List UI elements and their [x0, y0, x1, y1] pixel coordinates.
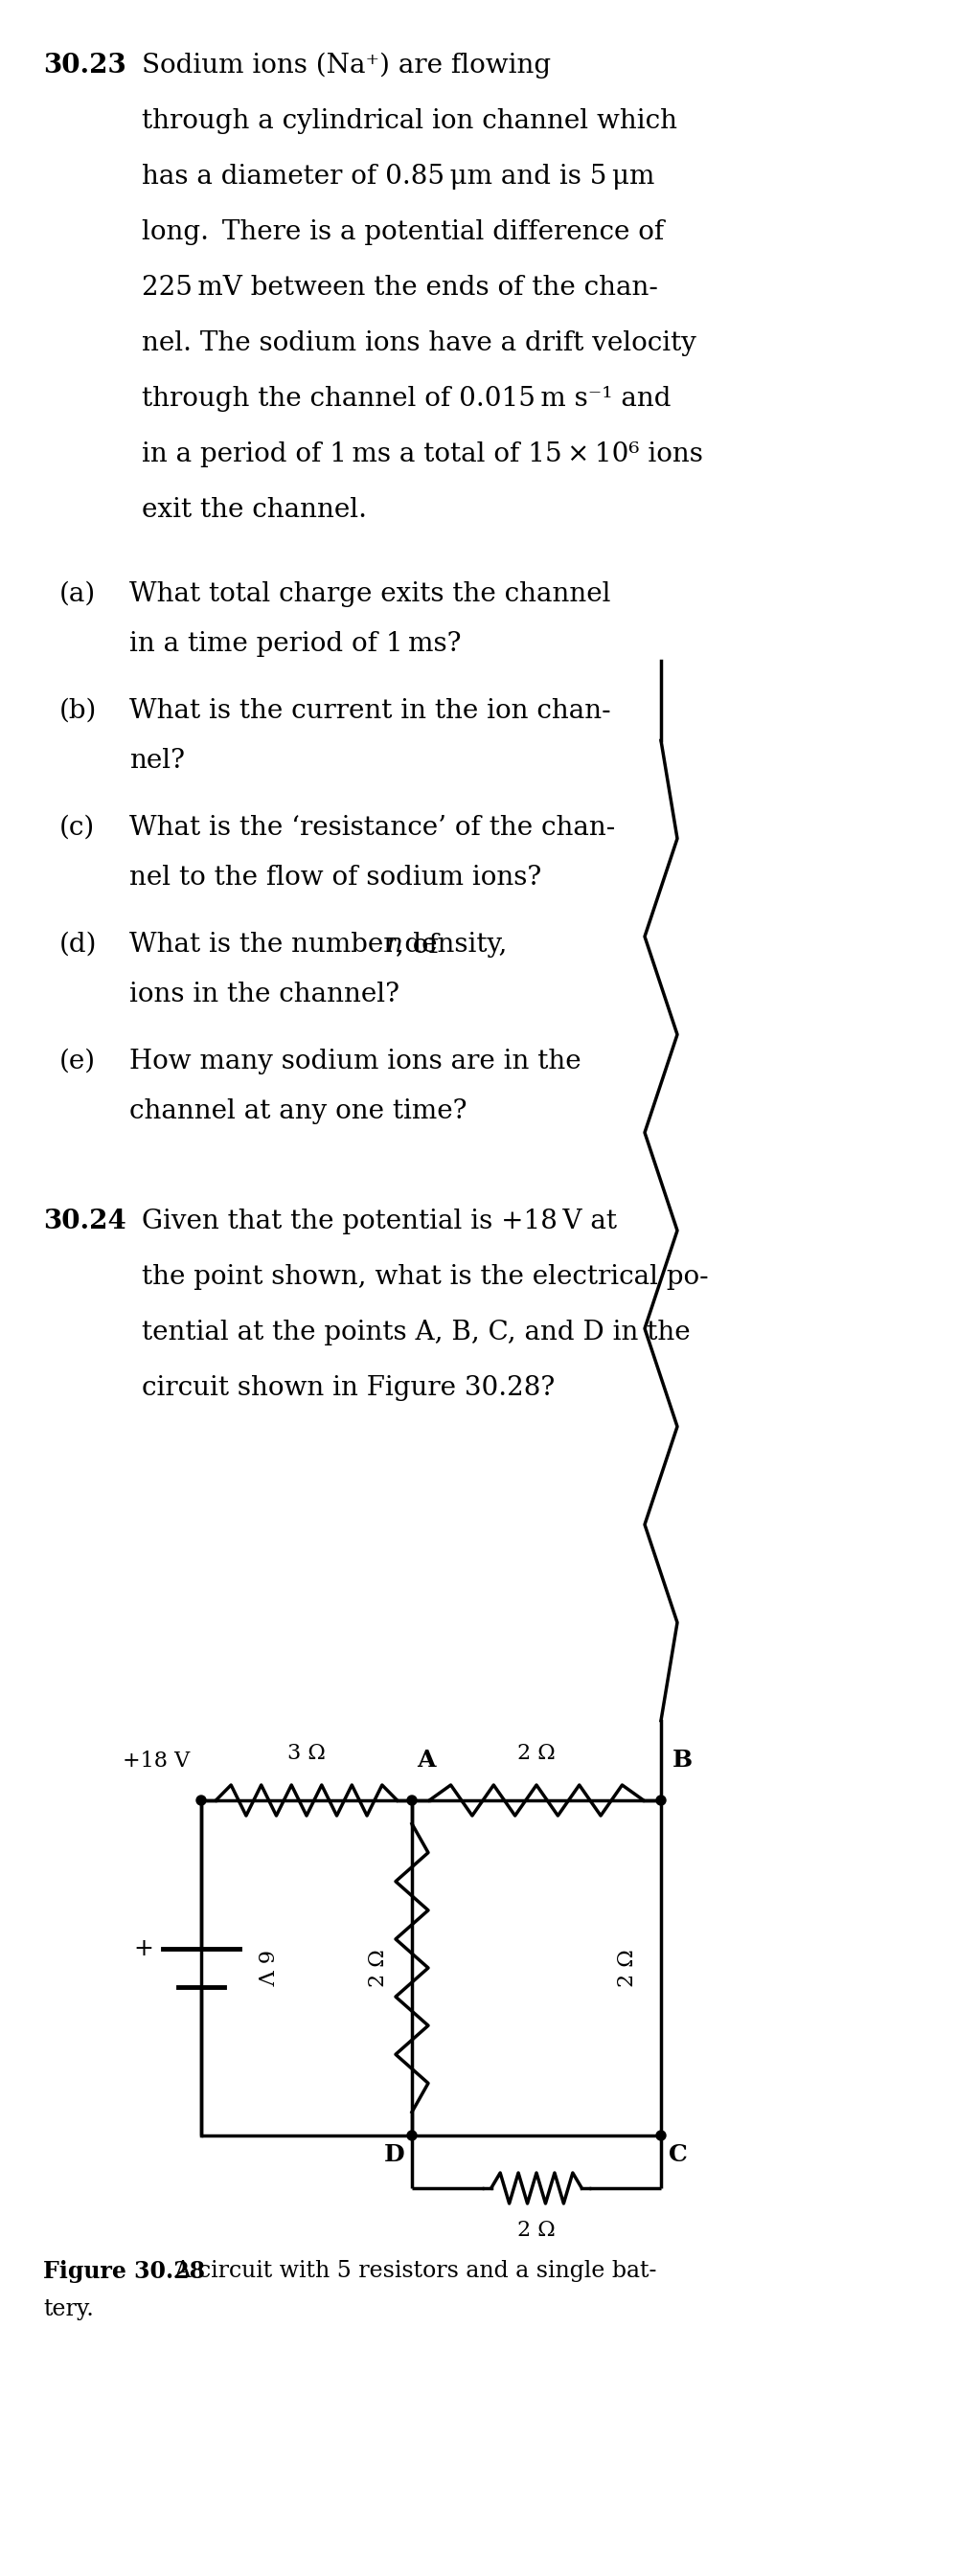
- Text: circuit shown in Figure 30.28?: circuit shown in Figure 30.28?: [142, 1376, 555, 1401]
- Text: 30.23: 30.23: [43, 52, 126, 77]
- Text: ions in the channel?: ions in the channel?: [129, 981, 399, 1007]
- Text: exit the channel.: exit the channel.: [142, 497, 367, 523]
- Text: (a): (a): [59, 582, 96, 608]
- Text: 2 Ω: 2 Ω: [518, 2221, 555, 2241]
- Circle shape: [196, 1795, 206, 1806]
- Text: channel at any one time?: channel at any one time?: [129, 1097, 467, 1123]
- Text: 30.24: 30.24: [43, 1208, 126, 1234]
- Text: (d): (d): [59, 933, 98, 958]
- Text: long. There is a potential difference of: long. There is a potential difference of: [142, 219, 664, 245]
- Text: 2 Ω: 2 Ω: [367, 1950, 389, 1986]
- Text: 3 Ω: 3 Ω: [287, 1744, 325, 1765]
- Text: What is the number density,: What is the number density,: [129, 933, 512, 958]
- Text: tery.: tery.: [43, 2298, 94, 2321]
- Text: +18 V: +18 V: [122, 1752, 189, 1772]
- Text: B: B: [673, 1749, 693, 1772]
- Text: Sodium ions (Na⁺) are flowing: Sodium ions (Na⁺) are flowing: [142, 52, 551, 80]
- Circle shape: [407, 2130, 416, 2141]
- Text: What total charge exits the channel: What total charge exits the channel: [129, 582, 611, 608]
- Text: through the channel of 0.015 m s⁻¹ and: through the channel of 0.015 m s⁻¹ and: [142, 386, 671, 412]
- Text: in a time period of 1 ms?: in a time period of 1 ms?: [129, 631, 461, 657]
- Text: n: n: [386, 933, 403, 958]
- Text: 225 mV between the ends of the chan-: 225 mV between the ends of the chan-: [142, 276, 658, 301]
- Text: the point shown, what is the electrical po-: the point shown, what is the electrical …: [142, 1265, 708, 1291]
- Text: (e): (e): [59, 1048, 96, 1074]
- Text: What is the current in the ion chan-: What is the current in the ion chan-: [129, 698, 611, 724]
- Text: Given that the potential is +18 V at: Given that the potential is +18 V at: [142, 1208, 617, 1234]
- Circle shape: [657, 2130, 666, 2141]
- Text: 2 Ω: 2 Ω: [617, 1950, 638, 1986]
- Text: C: C: [669, 2143, 688, 2166]
- Text: nel to the flow of sodium ions?: nel to the flow of sodium ions?: [129, 866, 542, 891]
- Text: nel?: nel?: [129, 747, 185, 773]
- Text: A: A: [416, 1749, 435, 1772]
- Circle shape: [407, 1795, 416, 1806]
- Text: (c): (c): [59, 814, 95, 840]
- Text: What is the ‘resistance’ of the chan-: What is the ‘resistance’ of the chan-: [129, 814, 615, 840]
- Text: tential at the points A, B, C, and D in the: tential at the points A, B, C, and D in …: [142, 1319, 690, 1345]
- Text: (b): (b): [59, 698, 97, 724]
- Text: Figure 30.28: Figure 30.28: [43, 2259, 205, 2282]
- Text: has a diameter of 0.85 μm and is 5 μm: has a diameter of 0.85 μm and is 5 μm: [142, 165, 655, 191]
- Text: nel. The sodium ions have a drift velocity: nel. The sodium ions have a drift veloci…: [142, 330, 697, 355]
- Text: How many sodium ions are in the: How many sodium ions are in the: [129, 1048, 581, 1074]
- Text: +: +: [133, 1937, 153, 1960]
- Circle shape: [657, 1795, 666, 1806]
- Text: , of: , of: [396, 933, 439, 958]
- Text: 6 V: 6 V: [253, 1950, 274, 1986]
- Text: A circuit with 5 resistors and a single bat-: A circuit with 5 resistors and a single …: [167, 2259, 657, 2282]
- Text: D: D: [384, 2143, 404, 2166]
- Text: through a cylindrical ion channel which: through a cylindrical ion channel which: [142, 108, 678, 134]
- Text: in a period of 1 ms a total of 15 × 10⁶ ions: in a period of 1 ms a total of 15 × 10⁶ …: [142, 440, 703, 466]
- Text: 2 Ω: 2 Ω: [518, 1744, 555, 1765]
